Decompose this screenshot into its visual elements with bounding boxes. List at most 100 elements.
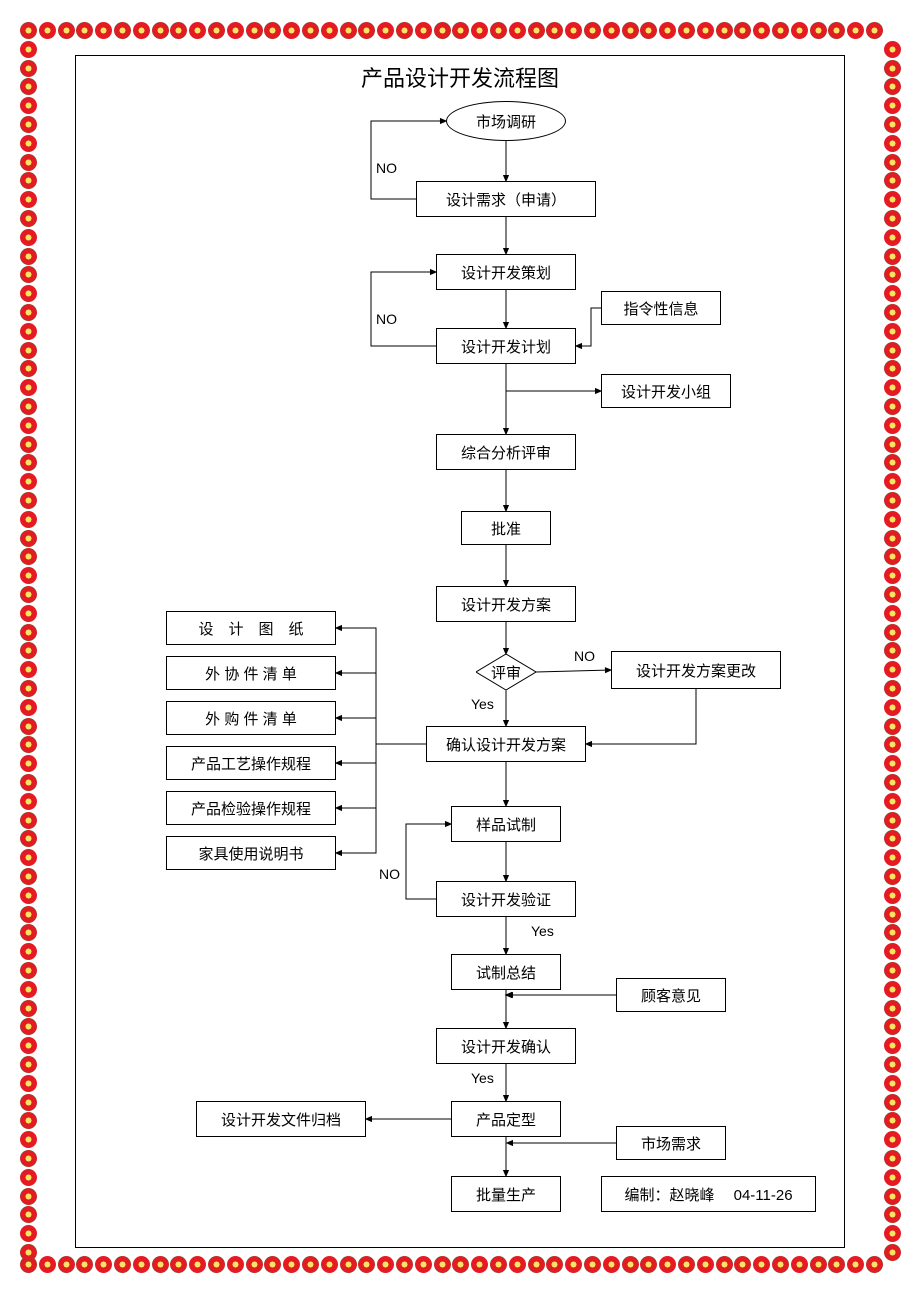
border-flower	[884, 642, 901, 659]
border-flower	[20, 360, 37, 377]
border-flower	[866, 1256, 883, 1273]
border-flower	[884, 962, 901, 979]
border-flower	[20, 1112, 37, 1129]
border-flower	[884, 887, 901, 904]
border-flower	[772, 22, 789, 39]
node-n10: 样品试制	[451, 806, 561, 842]
label-yes1: Yes	[471, 696, 494, 712]
border-flower	[697, 22, 714, 39]
border-flower	[20, 981, 37, 998]
border-flower	[884, 436, 901, 453]
border-flower	[377, 22, 394, 39]
border-flower	[95, 22, 112, 39]
border-flower	[20, 962, 37, 979]
border-flower	[133, 1256, 150, 1273]
border-flower	[622, 22, 639, 39]
border-flower	[377, 1256, 394, 1273]
label-no1: NO	[376, 160, 397, 176]
border-flower	[170, 22, 187, 39]
border-flower	[246, 1256, 263, 1273]
border-flower	[170, 1256, 187, 1273]
border-flower	[321, 1256, 338, 1273]
label-yes2: Yes	[531, 923, 554, 939]
border-flower	[884, 266, 901, 283]
border-flower	[20, 436, 37, 453]
node-n6: 批准	[461, 511, 551, 545]
border-flower	[321, 22, 338, 39]
border-flower	[20, 1206, 37, 1223]
border-flower	[678, 22, 695, 39]
border-flower	[302, 1256, 319, 1273]
node-s5: 产品检验操作规程	[166, 791, 336, 825]
title: 产品设计开发流程图	[76, 61, 844, 93]
border-flower	[283, 1256, 300, 1273]
border-flower	[20, 41, 37, 58]
border-flower	[884, 1056, 901, 1073]
node-n2: 设计需求（申请）	[416, 181, 596, 217]
border-flower	[884, 1244, 901, 1261]
border-flower	[396, 22, 413, 39]
border-flower	[20, 567, 37, 584]
border-flower	[358, 1256, 375, 1273]
border-flower	[640, 22, 657, 39]
node-n8a: 设计开发方案更改	[611, 651, 781, 689]
border-flower	[528, 22, 545, 39]
border-flower	[603, 22, 620, 39]
border-flower	[509, 1256, 526, 1273]
border-flower	[20, 22, 37, 39]
border-flower	[20, 736, 37, 753]
border-flower	[20, 323, 37, 340]
border-flower	[884, 60, 901, 77]
border-flower	[884, 981, 901, 998]
border-flower	[791, 1256, 808, 1273]
border-flower	[734, 1256, 751, 1273]
border-flower	[20, 97, 37, 114]
border-flower	[565, 22, 582, 39]
node-n3: 设计开发策划	[436, 254, 576, 290]
border-flower	[884, 530, 901, 547]
border-flower	[884, 135, 901, 152]
border-flower	[884, 736, 901, 753]
border-flower	[884, 718, 901, 735]
border-flower	[884, 624, 901, 641]
border-flower	[20, 191, 37, 208]
border-flower	[20, 473, 37, 490]
border-flower	[208, 1256, 225, 1273]
border-flower	[20, 1188, 37, 1205]
border-flower	[39, 22, 56, 39]
border-flower	[434, 22, 451, 39]
border-flower	[20, 342, 37, 359]
border-flower	[20, 1018, 37, 1035]
border-flower	[20, 172, 37, 189]
border-flower	[884, 755, 901, 772]
border-flower	[884, 342, 901, 359]
border-flower	[884, 849, 901, 866]
border-flower	[20, 718, 37, 735]
node-n8: 评审	[476, 654, 536, 690]
node-n5: 综合分析评审	[436, 434, 576, 470]
border-flower	[884, 78, 901, 95]
border-flower	[227, 1256, 244, 1273]
border-flower	[884, 304, 901, 321]
border-flower	[884, 661, 901, 678]
node-footer: 编制：赵晓峰 04-11-26	[601, 1176, 816, 1212]
border-flower	[58, 1256, 75, 1273]
border-flower	[490, 1256, 507, 1273]
border-flower	[20, 398, 37, 415]
border-flower	[302, 22, 319, 39]
border-flower	[697, 1256, 714, 1273]
border-flower	[884, 1131, 901, 1148]
page: 产品设计开发流程图 市场调研设计需求（申请）设计开发策划设计开发计划指令性信息设…	[0, 0, 920, 1303]
border-flower	[546, 1256, 563, 1273]
border-flower	[884, 323, 901, 340]
border-flower	[884, 567, 901, 584]
border-flower	[20, 849, 37, 866]
border-flower	[884, 1037, 901, 1054]
border-flower	[884, 492, 901, 509]
border-flower	[20, 680, 37, 697]
border-flower	[884, 191, 901, 208]
border-flower	[884, 1150, 901, 1167]
border-flower	[753, 1256, 770, 1273]
border-flower	[622, 1256, 639, 1273]
border-flower	[884, 41, 901, 58]
